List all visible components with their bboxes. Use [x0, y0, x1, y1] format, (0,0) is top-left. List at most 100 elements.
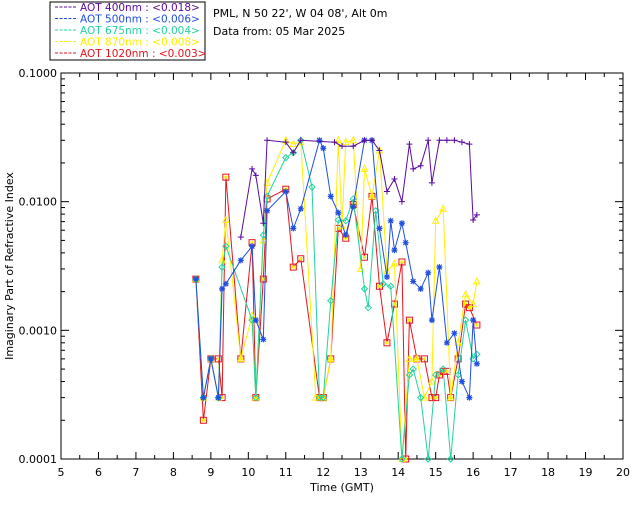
series-line: [195, 139, 478, 460]
data-point-square: [259, 275, 267, 283]
x-tick-label: 8: [170, 466, 177, 479]
y-tick-label: 0.0010: [19, 324, 58, 337]
data-point-plus: [383, 188, 390, 195]
series-1: [192, 137, 480, 401]
data-point-diamond: [386, 282, 395, 290]
data-point-diamond: [342, 217, 350, 225]
data-point-star: [282, 188, 289, 195]
data-point-star: [376, 225, 383, 232]
x-tick-label: 10: [241, 466, 255, 479]
data-point-square-fill: [422, 357, 426, 361]
y-tick-label: 0.0001: [19, 453, 58, 466]
data-point-triangle: [338, 221, 346, 229]
data-point-star: [466, 394, 473, 401]
data-point-plus: [290, 149, 297, 156]
x-tick-label: 13: [354, 466, 368, 479]
data-point-square-fill: [250, 241, 254, 245]
data-point-diamond: [409, 365, 417, 373]
data-point-star: [335, 209, 342, 216]
data-point-plus: [466, 141, 473, 148]
data-point-square-fill: [475, 323, 479, 327]
data-point-square: [383, 339, 391, 347]
y-tick-label: 0.0100: [19, 196, 58, 209]
data-point-plus: [443, 137, 450, 144]
legend-box: [49, 1, 206, 61]
data-point-star: [398, 220, 405, 227]
data-point-plus: [376, 147, 383, 154]
data-point-square-fill: [344, 236, 348, 240]
data-point-square: [214, 355, 222, 363]
y-axis-label: Imaginary Part of Refractive Index: [3, 172, 16, 360]
data-point-diamond: [207, 355, 215, 363]
x-tick-label: 11: [279, 466, 293, 479]
data-point-star: [417, 285, 424, 292]
data-point-plus: [361, 137, 368, 144]
data-point-plus: [264, 137, 271, 144]
data-point-star: [260, 336, 267, 343]
data-point-triangle: [461, 289, 470, 298]
data-point-star: [402, 239, 409, 246]
data-point-plus: [331, 139, 338, 146]
legend-entry: AOT 1020nm : <0.003>: [80, 48, 207, 60]
data-point-square: [465, 304, 473, 312]
data-point-diamond: [259, 231, 268, 239]
legend: AOT 400nm : <0.018>AOT 500nm : <0.006>AO…: [49, 1, 207, 61]
data-point-star: [383, 273, 390, 280]
data-point-diamond: [327, 296, 335, 305]
x-tick-label: 15: [429, 466, 443, 479]
data-point-star: [207, 355, 214, 362]
data-point-diamond: [308, 183, 316, 191]
data-point-square-fill: [464, 302, 468, 306]
data-point-star: [470, 317, 477, 324]
data-point-plus: [237, 234, 244, 241]
data-point-diamond: [398, 455, 406, 463]
data-point-triangle: [439, 204, 447, 212]
data-point-square: [462, 300, 470, 308]
data-point-plus: [260, 220, 267, 227]
data-point-square: [432, 394, 440, 402]
legend-entry: AOT 870nm : <0.008>: [80, 37, 200, 49]
data-point-star: [192, 276, 199, 283]
series-2: [192, 136, 481, 463]
data-point-diamond: [319, 393, 327, 402]
data-point-diamond: [454, 371, 462, 379]
x-axis-label: Time (GMT): [309, 481, 374, 494]
data-point-star: [436, 264, 443, 271]
x-tick-label: 18: [541, 466, 555, 479]
x-tick-label: 17: [504, 466, 518, 479]
data-point-triangle: [237, 354, 245, 362]
data-point-diamond: [222, 242, 230, 250]
data-point-square: [297, 255, 305, 263]
data-point-diamond: [431, 371, 440, 379]
x-tick-label: 16: [466, 466, 480, 479]
data-point-square-fill: [430, 396, 434, 400]
data-point-plus: [470, 217, 477, 224]
data-point-plus: [391, 176, 398, 183]
data-point-diamond: [360, 285, 369, 293]
data-point-triangle: [454, 338, 462, 346]
data-point-plus: [368, 137, 375, 144]
data-point-square-fill: [220, 396, 224, 400]
data-point-square-fill: [261, 277, 265, 281]
data-point-diamond: [405, 371, 414, 379]
data-point-star: [425, 269, 432, 276]
data-point-square-fill: [377, 284, 381, 288]
data-point-star: [387, 217, 394, 224]
data-point-star: [297, 205, 304, 212]
data-point-star: [391, 247, 398, 254]
legend-entry: AOT 500nm : <0.006>: [80, 14, 200, 26]
x-tick-label: 9: [207, 466, 214, 479]
data-point-square-fill: [407, 318, 411, 322]
data-point-diamond: [218, 263, 226, 271]
x-tick-label: 12: [316, 466, 330, 479]
data-point-star: [290, 225, 297, 232]
x-tick-label: 6: [95, 466, 102, 479]
axis-ticks: 5 6 7 8 9 10 11 12 13 14 15 16 17 18 19 20 0.0001 0.0010 0…: [19, 67, 631, 479]
data-point-plus: [249, 165, 256, 172]
data-point-square: [289, 263, 297, 271]
data-point-square-fill: [434, 396, 438, 400]
data-point-diamond: [282, 153, 290, 162]
data-point-diamond: [349, 195, 357, 203]
